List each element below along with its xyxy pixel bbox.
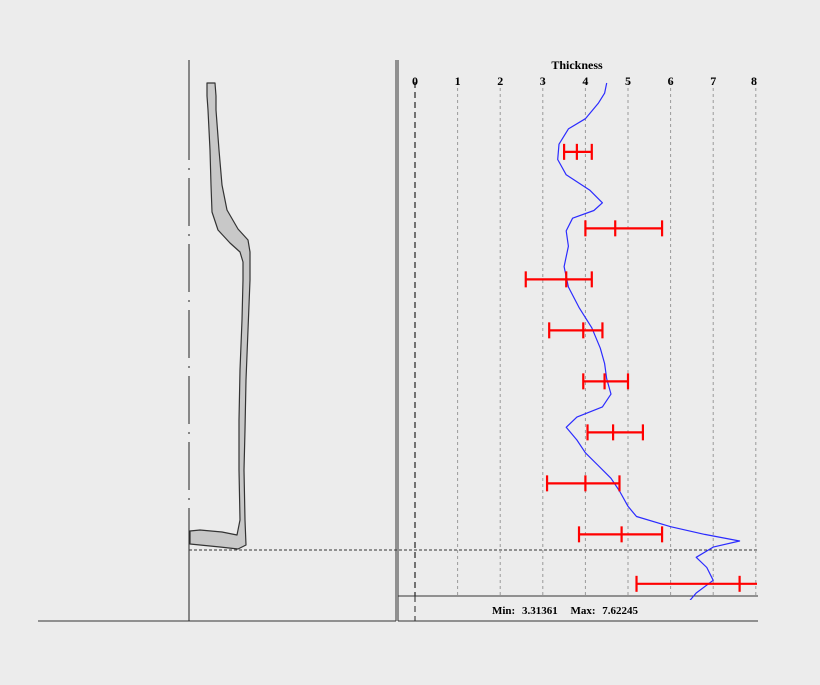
error-bar-7 xyxy=(577,526,664,543)
error-bar-layer xyxy=(524,143,757,639)
grid-lines xyxy=(414,82,757,621)
min-label: Min: xyxy=(492,605,515,617)
error-bar-1 xyxy=(584,220,664,237)
x-tick-label-8: 8 xyxy=(751,74,757,88)
bottle-wall-shape xyxy=(189,82,251,550)
thickness-plot: Thickness 0 1 2 3 4 5 6 7 8 Min: 3.31361 Max: 7.… xyxy=(398,58,758,639)
x-tick-label-6: 6 xyxy=(668,74,674,88)
series-layer xyxy=(557,82,741,600)
max-value: 7.62245 xyxy=(602,605,638,617)
min-max-readout: Min: 3.31361 Max: 7.62245 xyxy=(492,605,639,617)
x-tick-label-0: 0 xyxy=(412,74,418,88)
min-value: 3.31361 xyxy=(522,605,558,617)
x-tick-label-7: 7 xyxy=(710,74,716,88)
profile-panel xyxy=(38,60,758,622)
x-tick-label-1: 1 xyxy=(455,74,461,88)
thickness-series-line-0 xyxy=(557,82,741,600)
x-tick-label-2: 2 xyxy=(497,74,503,88)
error-bar-5 xyxy=(586,424,645,441)
error-bar-6 xyxy=(545,475,621,492)
error-bar-8 xyxy=(635,575,757,592)
error-bar-3 xyxy=(548,322,604,339)
error-bar-2 xyxy=(524,271,593,288)
error-bar-4 xyxy=(582,373,630,390)
max-label: Max: xyxy=(570,605,595,617)
error-bar-0 xyxy=(562,143,593,160)
chart-title: Thickness xyxy=(551,58,603,72)
error-bar-9 xyxy=(668,623,696,639)
x-tick-label-5: 5 xyxy=(625,74,631,88)
x-tick-label-3: 3 xyxy=(540,74,546,88)
x-tick-label-4: 4 xyxy=(582,74,588,88)
x-tick-labels: 0 1 2 3 4 5 6 7 8 xyxy=(412,74,757,88)
